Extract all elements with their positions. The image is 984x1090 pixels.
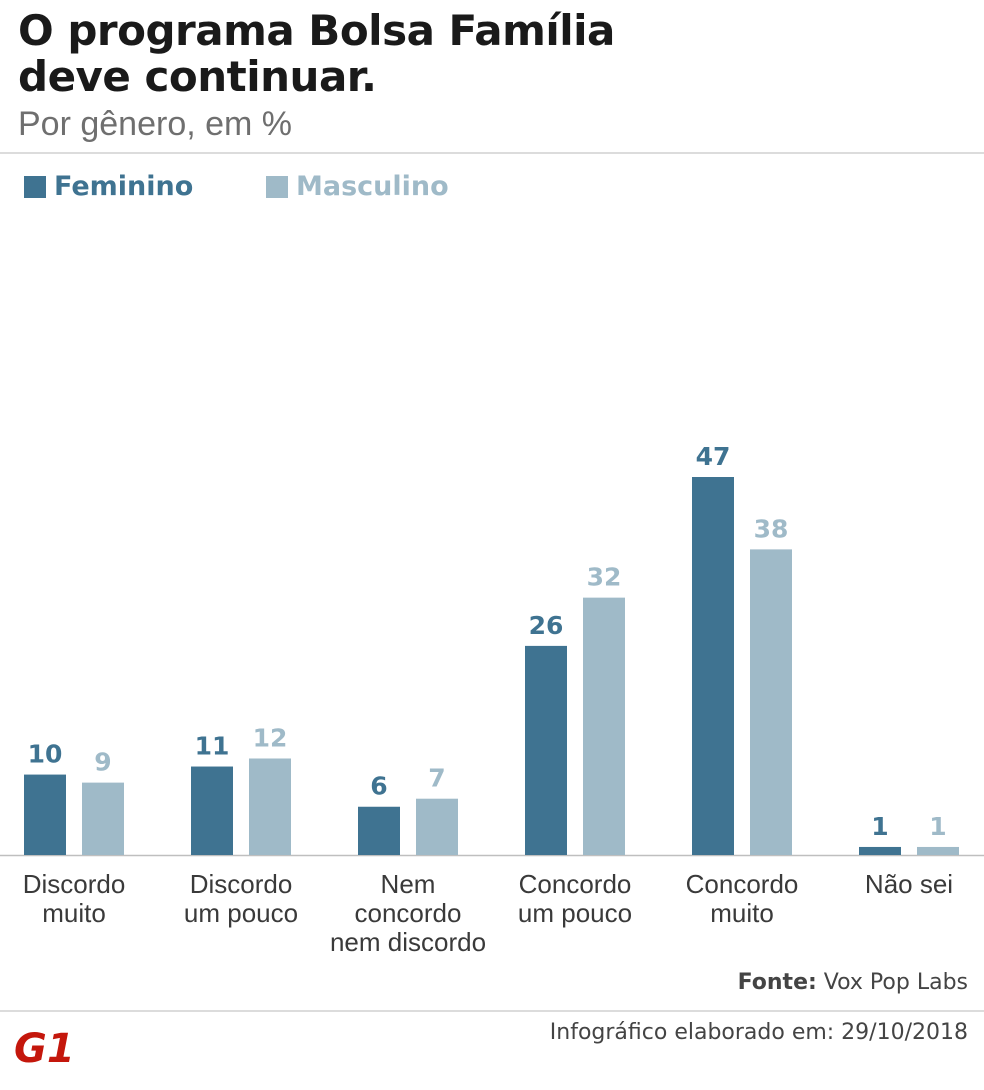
bar-masculino-0 xyxy=(82,782,124,855)
category-label-0: Discordo muito xyxy=(22,869,126,928)
source-note: Fonte: Vox Pop Labs xyxy=(738,970,968,995)
bar-feminino-2 xyxy=(358,806,400,855)
source-value: Vox Pop Labs xyxy=(816,970,968,995)
data-label-masculino-4: 38 xyxy=(754,514,789,543)
bar-feminino-1 xyxy=(191,766,233,855)
g1-logo: G1 xyxy=(14,1026,75,1066)
data-label-feminino-2: 6 xyxy=(370,772,387,801)
legend-label-masculino: Masculino xyxy=(296,171,449,202)
data-label-masculino-5: 1 xyxy=(929,812,946,841)
category-label-4: Concordo muito xyxy=(685,869,799,928)
data-label-masculino-3: 32 xyxy=(587,563,622,592)
header-divider xyxy=(0,152,984,154)
data-label-feminino-3: 26 xyxy=(529,611,564,640)
chart-title: O programa Bolsa Família deve continuar. xyxy=(18,8,918,100)
category-label-2: Nem concordo nem discordo xyxy=(329,869,487,957)
data-label-feminino-4: 47 xyxy=(696,442,731,471)
chart-title-line-1: O programa Bolsa Família xyxy=(18,6,615,55)
bar-feminino-4 xyxy=(692,477,734,855)
category-label-3: Concordo um pouco xyxy=(517,869,633,928)
source-label: Fonte: xyxy=(737,970,817,995)
bar-masculino-5 xyxy=(917,846,959,855)
bar-feminino-5 xyxy=(859,846,901,855)
credit-note: Infográfico elaborado em: 29/10/2018 xyxy=(549,1020,968,1045)
bar-masculino-4 xyxy=(750,549,792,855)
data-label-masculino-0: 9 xyxy=(94,748,111,777)
footer-divider xyxy=(0,1010,984,1012)
bar-feminino-3 xyxy=(525,645,567,855)
chart-title-line-2: deve continuar. xyxy=(18,52,377,101)
chart-subtitle: Por gênero, em % xyxy=(18,105,293,143)
legend-swatch-masculino xyxy=(266,176,288,198)
category-label-1: Discordo um pouco xyxy=(183,869,299,928)
data-label-masculino-1: 12 xyxy=(253,723,288,752)
bar-masculino-1 xyxy=(249,758,291,855)
legend-label-feminino: Feminino xyxy=(54,171,194,202)
legend-swatch-feminino xyxy=(24,176,46,198)
g1-logo-text: G1 xyxy=(14,1026,75,1066)
bar-masculino-3 xyxy=(583,597,625,855)
data-label-feminino-1: 11 xyxy=(195,732,230,761)
data-label-feminino-0: 10 xyxy=(28,740,63,769)
data-label-masculino-2: 7 xyxy=(428,764,445,793)
category-label-5: Não sei xyxy=(864,869,954,899)
bar-feminino-0 xyxy=(24,774,66,855)
bar-masculino-2 xyxy=(416,798,458,855)
data-label-feminino-5: 1 xyxy=(871,812,888,841)
